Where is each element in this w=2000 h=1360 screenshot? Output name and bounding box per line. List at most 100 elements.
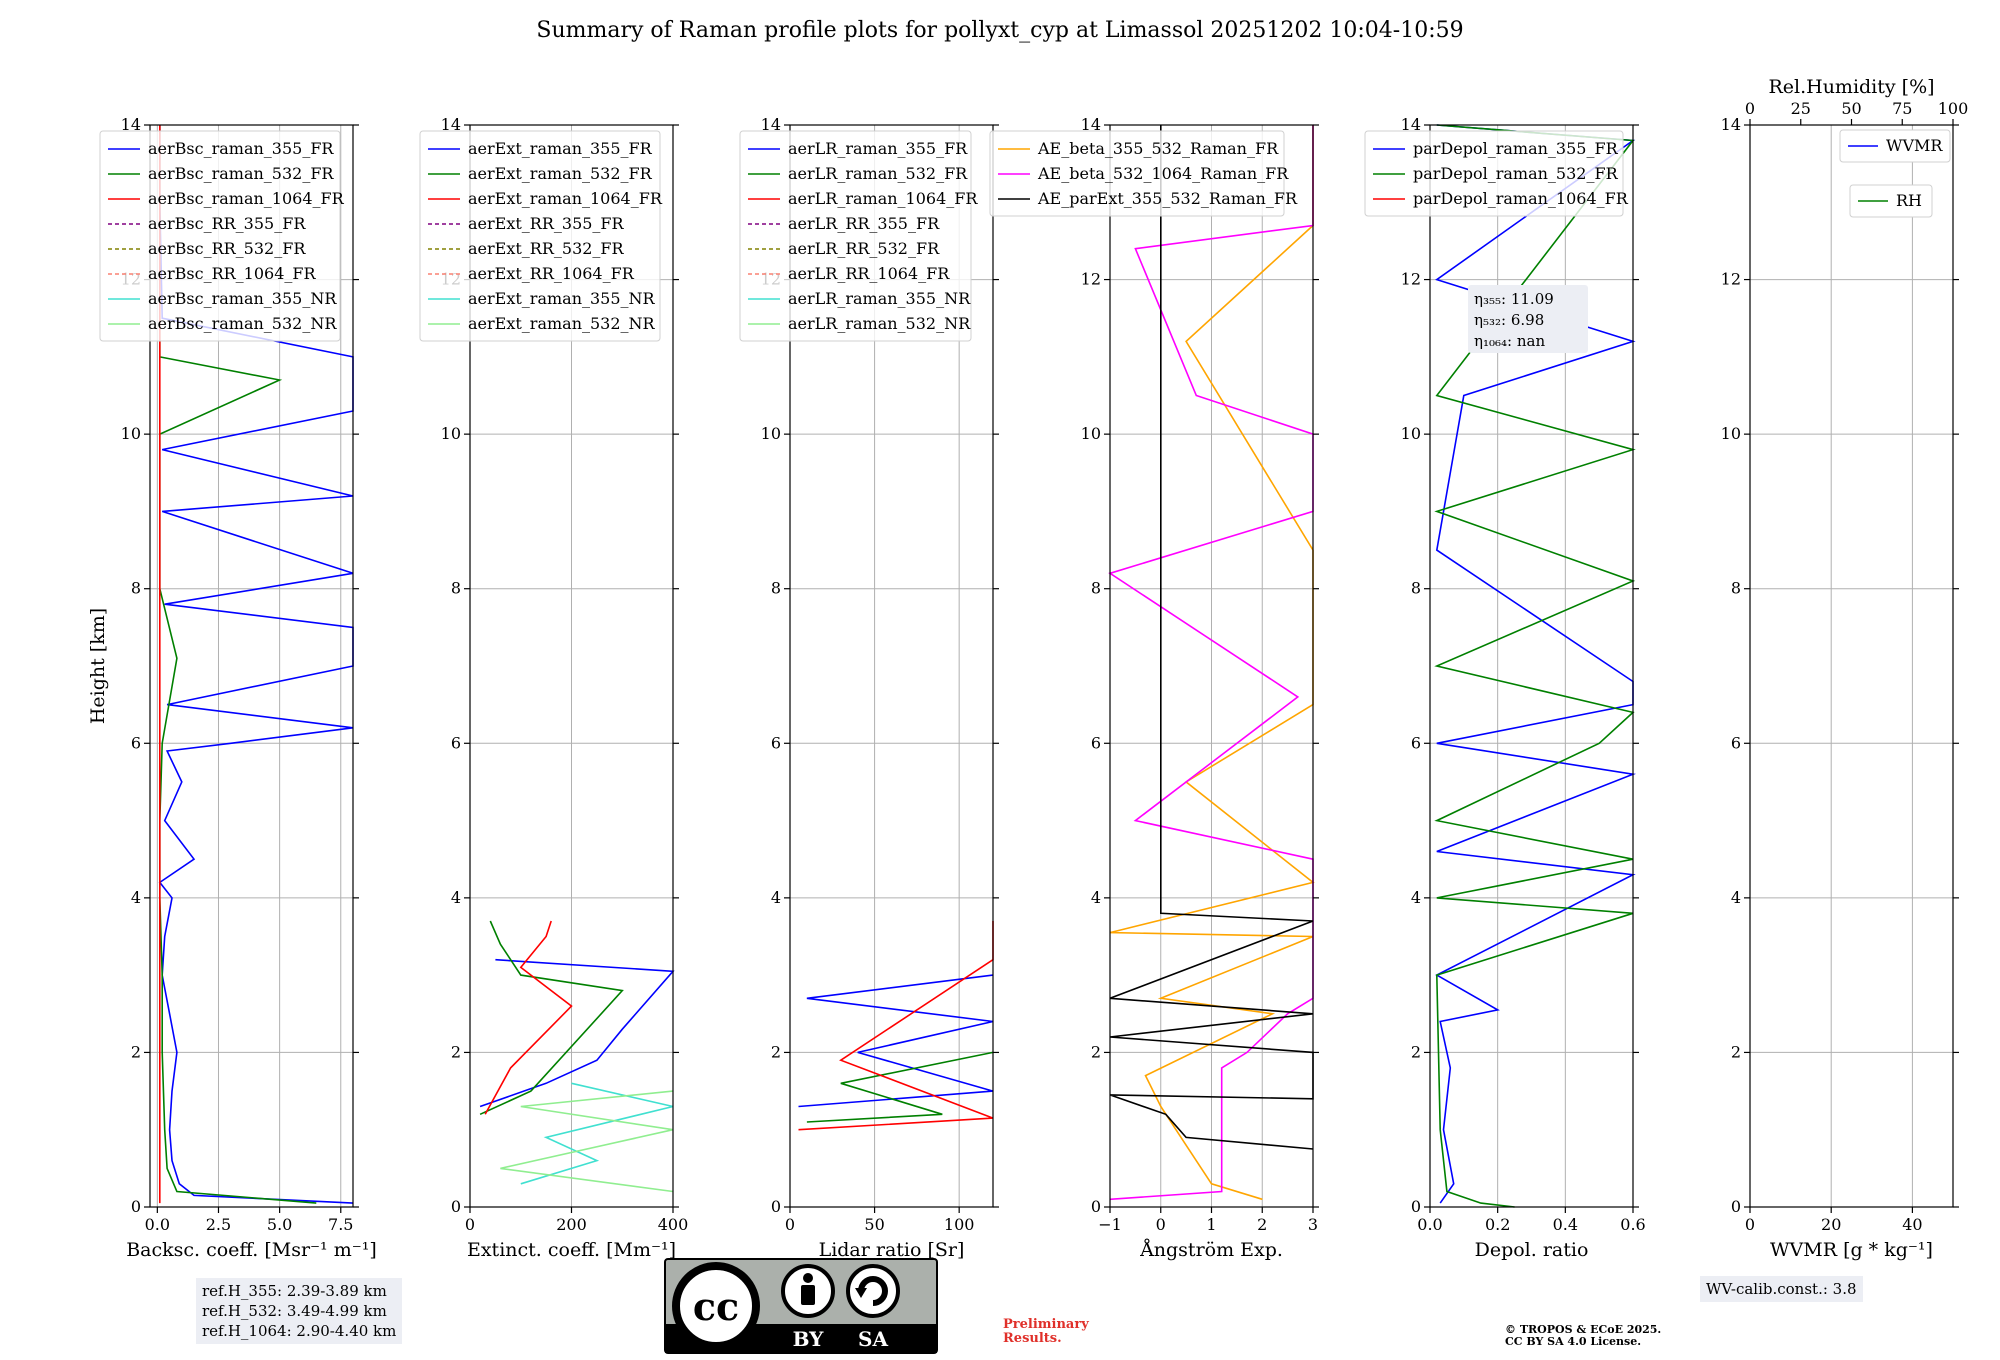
ext-ytick-label: 8 <box>451 579 461 598</box>
preliminary-note: Preliminary Results. <box>1003 1318 1089 1346</box>
reference-heights-box: ref.H_355: 2.39-3.89 km ref.H_532: 3.49-… <box>196 1278 403 1344</box>
legend-label-aerBsc_RR_355_FR: aerBsc_RR_355_FR <box>148 214 306 233</box>
bsc-xtick-label: 7.5 <box>328 1215 353 1234</box>
legend-box-WVMR <box>1839 129 1951 163</box>
lr-ytick-label: 10 <box>761 424 781 443</box>
lr-xtick-label: 0 <box>785 1215 795 1234</box>
badge-sa-label: SA <box>858 1327 888 1351</box>
legend-label-AE_beta_532_1064_Raman_FR: AE_beta_532_1064_Raman_FR <box>1037 164 1289 183</box>
lr-xtick-label: 100 <box>944 1215 975 1234</box>
ae-xtick-label: −1 <box>1098 1215 1122 1234</box>
bsc-xlabel: Backsc. coeff. [Msr⁻¹ m⁻¹] <box>126 1239 377 1261</box>
series-line-aerBsc_raman_355_FR <box>158 125 354 1204</box>
series-line-AE_beta_532_1064_Raman_FR <box>1108 125 1314 1201</box>
ae-xtick-label: 0 <box>1156 1215 1166 1234</box>
legend-label-AE_beta_355_532_Raman_FR: AE_beta_355_532_Raman_FR <box>1037 139 1279 158</box>
lr-axes-frame <box>789 124 994 1208</box>
ext-ytick-label: 10 <box>441 424 461 443</box>
legend-label-aerBsc_raman_1064_FR: aerBsc_raman_1064_FR <box>148 189 345 208</box>
series-line-AE_beta_355_532_Raman_FR <box>1109 125 1315 1201</box>
ae-xtick-label: 2 <box>1257 1215 1267 1234</box>
lr-ytick-label: 14 <box>761 115 781 134</box>
legend-label-parDepol_raman_355_FR: parDepol_raman_355_FR <box>1413 139 1619 158</box>
legend-label-aerLR_raman_355_FR: aerLR_raman_355_FR <box>788 139 968 158</box>
wv-top-xtick-label: 25 <box>1791 99 1811 118</box>
legend-label-aerLR_raman_532_FR: aerLR_raman_532_FR <box>788 164 968 183</box>
ext-ytick-label: 4 <box>451 888 461 907</box>
series-line-parDepol_raman_532_FR <box>1434 124 1636 1208</box>
lr-legend-box <box>739 130 972 342</box>
depol-ytick-label: 4 <box>1411 888 1421 907</box>
legend-label-aerExt_raman_355_NR: aerExt_raman_355_NR <box>468 289 656 308</box>
wv-ytick-label: 0 <box>1731 1197 1741 1216</box>
legend-label-AE_parExt_355_532_Raman_FR: AE_parExt_355_532_Raman_FR <box>1037 189 1298 208</box>
cc-logo-icon <box>672 1262 760 1350</box>
legend-label-aerExt_raman_355_FR: aerExt_raman_355_FR <box>468 139 653 158</box>
bsc-ytick-label: 4 <box>131 888 141 907</box>
legend-label-aerBsc_RR_532_FR: aerBsc_RR_532_FR <box>148 239 306 258</box>
series-line-aerExt_raman_532_NR <box>500 1090 674 1193</box>
series-line-aerExt_raman_355_NR <box>520 1082 674 1185</box>
bsc-ytick-label: 2 <box>131 1042 141 1061</box>
series-line-aerExt_raman_1064_FR <box>484 920 573 1115</box>
copyright-line-1: © TROPOS & ECoE 2025. <box>1505 1323 1662 1336</box>
legend-label-aerLR_RR_532_FR: aerLR_RR_532_FR <box>788 239 940 258</box>
eta-532-label: η₅₃₂: 6.98 <box>1474 311 1544 329</box>
bsc-legend-box <box>99 130 341 342</box>
legend-label-aerLR_RR_355_FR: aerLR_RR_355_FR <box>788 214 940 233</box>
legend-label-RH: RH <box>1896 191 1922 210</box>
lr-ytick-label: 0 <box>771 1197 781 1216</box>
lr-xlabel: Lidar ratio [Sr] <box>819 1239 965 1261</box>
ae-ytick-label: 8 <box>1091 579 1101 598</box>
bsc-xtick-label: 0.0 <box>145 1215 170 1234</box>
bsc-xtick-label: 2.5 <box>206 1215 231 1234</box>
bsc-ytick-label: 8 <box>131 579 141 598</box>
series-line-aerLR_raman_532_FR <box>806 1051 994 1123</box>
depol-xtick-label: 0.0 <box>1417 1215 1442 1234</box>
wv-ytick-label: 4 <box>1731 888 1741 907</box>
svg-text:cc: cc <box>693 1284 739 1329</box>
depol-xtick-label: 0.4 <box>1553 1215 1578 1234</box>
eta-annotation-box <box>1468 285 1588 353</box>
bsc-ytick-label: 10 <box>121 424 141 443</box>
wv-top-xlabel: Rel.Humidity [%] <box>1768 76 1934 98</box>
legend-label-aerLR_raman_1064_FR: aerLR_raman_1064_FR <box>788 189 978 208</box>
ext-ytick-label: 6 <box>451 733 461 752</box>
depol-axes-frame <box>1429 124 1634 1208</box>
depol-ytick-label: 6 <box>1411 733 1421 752</box>
bsc-xtick-label: 5.0 <box>267 1215 292 1234</box>
ext-legend-box <box>419 130 661 342</box>
preliminary-line-2: Results. <box>1003 1331 1062 1346</box>
legend-label-parDepol_raman_532_FR: parDepol_raman_532_FR <box>1413 164 1619 183</box>
legend-label-aerLR_raman_532_NR: aerLR_raman_532_NR <box>788 314 971 333</box>
wv-ytick-label: 12 <box>1721 270 1741 289</box>
series-line-AE_parExt_355_532_Raman_FR <box>1109 125 1314 1150</box>
wv-top-xtick-label: 75 <box>1892 99 1912 118</box>
badge-by-label: BY <box>793 1327 825 1351</box>
wv-top-xtick-label: 0 <box>1745 99 1755 118</box>
ref-height-1064: ref.H_1064: 2.90-4.40 km <box>202 1322 397 1340</box>
depol-xlabel: Depol. ratio <box>1475 1239 1589 1261</box>
legend-label-aerExt_RR_532_FR: aerExt_RR_532_FR <box>468 239 625 258</box>
legend-label-aerLR_raman_355_NR: aerLR_raman_355_NR <box>788 289 971 308</box>
wv-axes-frame <box>1749 124 1954 1208</box>
legend-label-aerExt_RR_355_FR: aerExt_RR_355_FR <box>468 214 625 233</box>
depol-xtick-label: 0.2 <box>1485 1215 1510 1234</box>
ae-ytick-label: 6 <box>1091 733 1101 752</box>
legend-box-RH <box>1849 184 1933 218</box>
eta-355-label: η₃₅₅: 11.09 <box>1474 290 1554 308</box>
legend-label-aerBsc_RR_1064_FR: aerBsc_RR_1064_FR <box>148 264 317 283</box>
bsc-ylabel: Height [km] <box>87 608 109 724</box>
lr-ytick-label: 8 <box>771 579 781 598</box>
bsc-ytick-label: 14 <box>121 115 141 134</box>
wv-calibration-box: WV-calib.const.: 3.8 <box>1700 1276 1863 1302</box>
series-line-aerBsc_raman_532_FR <box>159 125 317 1204</box>
legend-label-parDepol_raman_1064_FR: parDepol_raman_1064_FR <box>1413 189 1629 208</box>
cc-license-badge: cc BY SA <box>664 1258 938 1354</box>
wv-top-xtick-label: 50 <box>1841 99 1861 118</box>
wv-ytick-label: 2 <box>1731 1042 1741 1061</box>
legend-label-aerLR_RR_1064_FR: aerLR_RR_1064_FR <box>788 264 950 283</box>
wv-xtick-label: 40 <box>1902 1215 1922 1234</box>
legend-label-aerBsc_raman_355_NR: aerBsc_raman_355_NR <box>148 289 337 308</box>
